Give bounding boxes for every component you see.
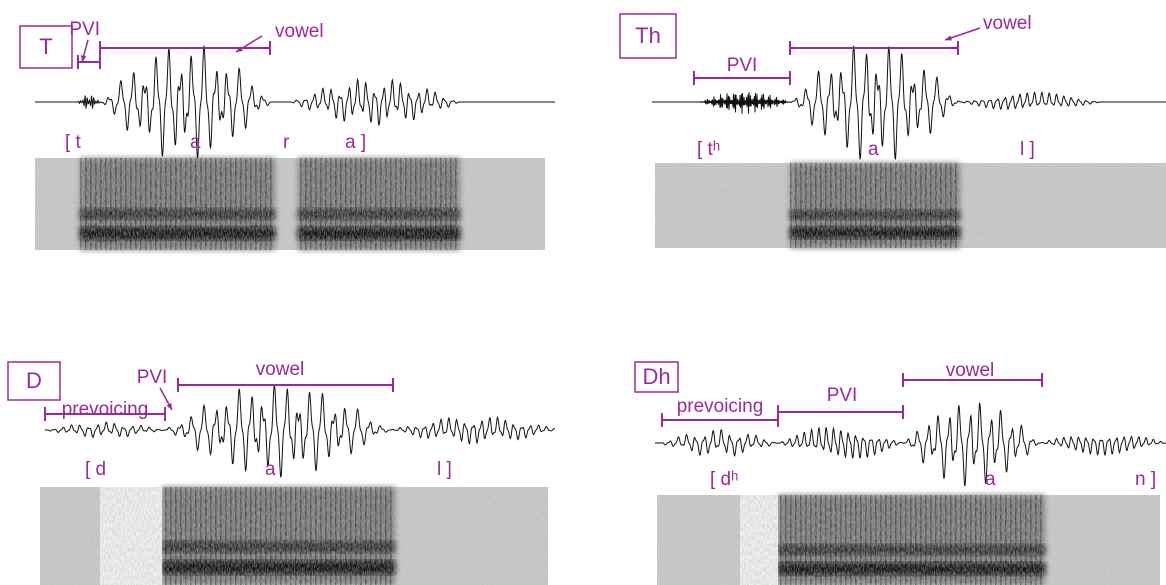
transcription: a xyxy=(265,459,276,480)
panel-label: Th xyxy=(635,23,661,48)
transcription: n ] xyxy=(1135,469,1156,490)
spectrogram xyxy=(657,495,1160,585)
waveform xyxy=(655,401,1166,487)
transcription: [ tʰ xyxy=(697,139,720,160)
arrow-head xyxy=(166,403,172,410)
bracket xyxy=(77,55,101,69)
waveform xyxy=(44,384,556,478)
arrow-head xyxy=(236,46,243,52)
spectrogram xyxy=(35,158,545,250)
transcription: [ d xyxy=(85,459,106,480)
annotation: PVI xyxy=(727,55,758,76)
bracket xyxy=(177,378,394,392)
panel-label-box xyxy=(7,361,61,401)
transcription: l ] xyxy=(437,459,452,480)
transcription: a xyxy=(985,469,996,490)
panel-label: T xyxy=(39,34,52,59)
transcription: [ t xyxy=(65,132,82,153)
bracket xyxy=(789,41,959,55)
panel-label: D xyxy=(26,368,42,393)
waveform xyxy=(652,45,1166,161)
noise xyxy=(657,495,1160,585)
annotation: PVI xyxy=(827,385,858,406)
noise xyxy=(655,163,1166,248)
bracket xyxy=(902,373,1043,387)
panel-label-box xyxy=(619,13,677,59)
transcription: a xyxy=(868,139,879,160)
annotation: vowel xyxy=(983,13,1032,34)
panel: T PVI vowel [ t a r a ] xyxy=(19,19,555,250)
annotation: vowel xyxy=(275,21,324,42)
annotation: vowel xyxy=(256,359,305,380)
transcription: r xyxy=(283,132,290,153)
transcription: a ] xyxy=(345,132,366,153)
annotation: PVI xyxy=(137,367,168,388)
spectrogram xyxy=(40,487,548,585)
annotation: prevoicing xyxy=(62,399,149,420)
panel-label-box xyxy=(634,361,679,393)
noise xyxy=(40,487,548,585)
bracket xyxy=(693,71,791,85)
annotation: vowel xyxy=(946,360,995,381)
panel-label-box xyxy=(19,25,73,69)
noise xyxy=(35,158,545,250)
arrow-head xyxy=(945,35,952,41)
waveform xyxy=(35,45,555,159)
annotation: prevoicing xyxy=(677,396,764,417)
panel-label: Dh xyxy=(642,364,670,389)
panel: Dh prevoicing PVI vowel [ dʰ a n ] xyxy=(634,360,1166,585)
transcription: a xyxy=(190,132,201,153)
bracket xyxy=(44,407,166,421)
transcription: [ dʰ xyxy=(710,469,738,490)
arrow-head xyxy=(81,55,87,62)
bracket xyxy=(777,405,904,419)
bracket xyxy=(99,41,271,55)
spectrogram xyxy=(655,163,1166,248)
transcription: l ] xyxy=(1020,139,1035,160)
panel: Th PVI vowel [ tʰ a l ] xyxy=(619,13,1166,248)
annotation: PVI xyxy=(69,19,100,40)
